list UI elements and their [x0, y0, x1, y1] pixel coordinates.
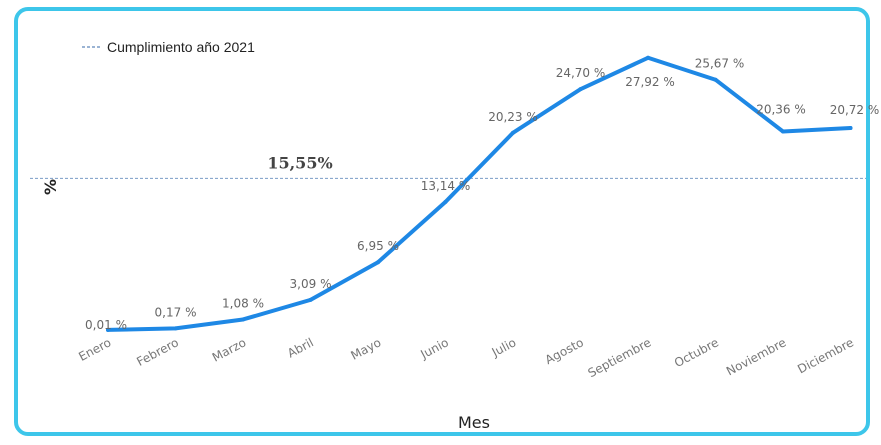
- x-tick-label: Julio: [489, 335, 519, 360]
- x-tick-label: Enero: [76, 335, 113, 364]
- data-label: 20,72 %: [830, 103, 880, 117]
- data-label: 3,09 %: [290, 277, 332, 291]
- x-tick-labels-layer: Enero Febrero Marzo Abril Mayo Junio Julio Agos…: [76, 335, 856, 380]
- x-tick-label: Abril: [285, 335, 316, 360]
- x-tick-label: Marzo: [210, 335, 249, 364]
- legend-label: Cumplimiento año 2021: [107, 39, 255, 55]
- data-label: 0,17 %: [155, 305, 197, 319]
- x-tick-label: Junio: [417, 335, 450, 362]
- data-label: 20,36 %: [756, 102, 806, 116]
- chart-frame: [14, 7, 870, 436]
- data-label: 20,23 %: [488, 110, 538, 124]
- data-point: [646, 55, 650, 60]
- x-tick-label: Mayo: [348, 335, 383, 362]
- series-layer: [106, 55, 853, 332]
- series-line: [106, 55, 853, 332]
- x-axis-label: Mes: [458, 413, 490, 432]
- data-point: [578, 87, 583, 92]
- data-label: 25,67 %: [695, 57, 745, 71]
- data-point: [241, 317, 245, 322]
- data-point: [376, 260, 380, 265]
- y-axis-label: %: [41, 179, 60, 195]
- data-point: [848, 125, 853, 130]
- x-tick-label: Agosto: [543, 335, 586, 367]
- data-label: 24,70 %: [556, 66, 606, 80]
- data-labels-layer: 0,01 % 0,17 % 1,08 % 3,09 % 6,95 % 13,14 % 20,…: [85, 57, 879, 332]
- data-point: [443, 199, 448, 204]
- data-point: [713, 77, 718, 82]
- data-label: 0,01 %: [85, 318, 127, 332]
- data-label: 27,92 %: [625, 75, 675, 89]
- data-point: [781, 129, 785, 134]
- data-label: 6,95 %: [357, 239, 399, 253]
- data-point: [173, 326, 178, 331]
- data-point: [106, 327, 110, 332]
- data-label: 13,14 %: [421, 179, 471, 193]
- data-label: 1,08 %: [222, 296, 264, 310]
- data-point: [308, 297, 313, 302]
- x-tick-label: Octubre: [672, 335, 721, 370]
- x-tick-label: Diciembre: [795, 335, 856, 376]
- data-point: [511, 130, 515, 135]
- x-tick-label: Septiembre: [586, 335, 654, 380]
- x-tick-label: Febrero: [134, 335, 181, 369]
- reference-line-label: 15,55%: [267, 153, 332, 172]
- x-tick-label: Noviembre: [724, 335, 788, 378]
